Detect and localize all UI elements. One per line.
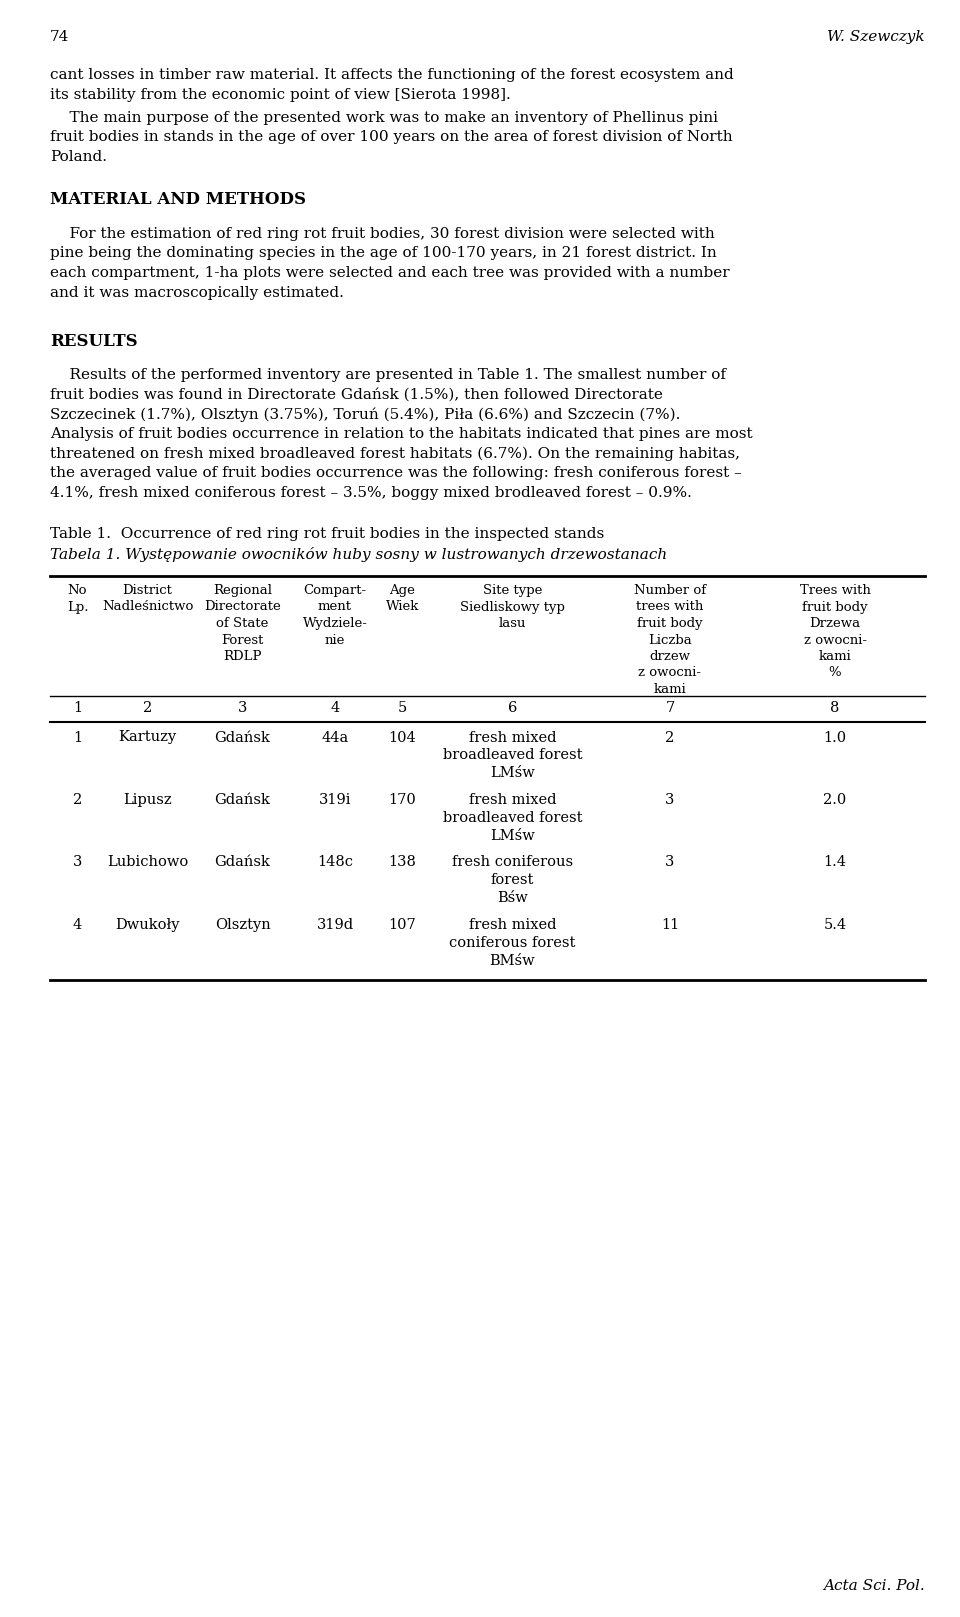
Text: and it was macroscopically estimated.: and it was macroscopically estimated. — [50, 286, 344, 299]
Text: fresh mixed
broadleaved forest
LMśw: fresh mixed broadleaved forest LMśw — [443, 731, 583, 779]
Text: Gdańsk: Gdańsk — [215, 731, 271, 744]
Text: Age
Wiek: Age Wiek — [386, 584, 420, 613]
Text: 7: 7 — [665, 702, 675, 715]
Text: 5.4: 5.4 — [824, 918, 847, 931]
Text: Site type
Siedliskowy typ
lasu: Site type Siedliskowy typ lasu — [460, 584, 564, 631]
Text: 1.0: 1.0 — [824, 731, 847, 744]
Text: Lubichowo: Lubichowo — [107, 855, 188, 870]
Text: Dwukoły: Dwukoły — [115, 918, 180, 931]
Text: 3: 3 — [665, 855, 675, 870]
Text: 319i: 319i — [319, 792, 351, 807]
Text: 3: 3 — [665, 792, 675, 807]
Text: 6: 6 — [508, 702, 517, 715]
Text: its stability from the economic point of view [Sierota 1998].: its stability from the economic point of… — [50, 87, 511, 102]
Text: RESULTS: RESULTS — [50, 333, 137, 349]
Text: 2: 2 — [73, 792, 83, 807]
Text: the averaged value of fruit bodies occurrence was the following: fresh coniferou: the averaged value of fruit bodies occur… — [50, 466, 742, 480]
Text: District
Nadleśnictwo: District Nadleśnictwo — [102, 584, 193, 613]
Text: Compart-
ment
Wydziele-
nie: Compart- ment Wydziele- nie — [302, 584, 368, 647]
Text: 5: 5 — [397, 702, 407, 715]
Text: Kartuzy: Kartuzy — [118, 731, 177, 744]
Text: 8: 8 — [830, 702, 840, 715]
Text: 4: 4 — [330, 702, 340, 715]
Text: 107: 107 — [389, 918, 417, 931]
Text: 2: 2 — [143, 702, 152, 715]
Text: 1.4: 1.4 — [824, 855, 847, 870]
Text: fresh mixed
coniferous forest
BMśw: fresh mixed coniferous forest BMśw — [449, 918, 576, 967]
Text: 2: 2 — [665, 731, 675, 744]
Text: W. Szewczyk: W. Szewczyk — [828, 31, 925, 44]
Text: Table 1.  Occurrence of red ring rot fruit bodies in the inspected stands: Table 1. Occurrence of red ring rot frui… — [50, 527, 604, 542]
Text: each compartment, 1-ha plots were selected and each tree was provided with a num: each compartment, 1-ha plots were select… — [50, 267, 730, 280]
Text: fruit bodies in stands in the age of over 100 years on the area of forest divisi: fruit bodies in stands in the age of ove… — [50, 131, 732, 144]
Text: fresh mixed
broadleaved forest
LMśw: fresh mixed broadleaved forest LMśw — [443, 792, 583, 842]
Text: fresh coniferous
forest
Bśw: fresh coniferous forest Bśw — [452, 855, 573, 906]
Text: 74: 74 — [50, 31, 69, 44]
Text: 4: 4 — [73, 918, 83, 931]
Text: Analysis of fruit bodies occurrence in relation to the habitats indicated that p: Analysis of fruit bodies occurrence in r… — [50, 427, 753, 441]
Text: 4.1%, fresh mixed coniferous forest – 3.5%, boggy mixed brodleaved forest – 0.9%: 4.1%, fresh mixed coniferous forest – 3.… — [50, 485, 692, 500]
Text: Results of the performed inventory are presented in Table 1. The smallest number: Results of the performed inventory are p… — [50, 369, 726, 383]
Text: pine being the dominating species in the age of 100-170 years, in 21 forest dist: pine being the dominating species in the… — [50, 246, 717, 260]
Text: Olsztyn: Olsztyn — [215, 918, 271, 931]
Text: 170: 170 — [389, 792, 417, 807]
Text: Gdańsk: Gdańsk — [215, 792, 271, 807]
Text: The main purpose of the presented work was to make an inventory of Phellinus pin: The main purpose of the presented work w… — [50, 112, 718, 125]
Text: cant losses in timber raw material. It affects the functioning of the forest eco: cant losses in timber raw material. It a… — [50, 68, 733, 82]
Text: Number of
trees with
fruit body
Liczba
drzew
z owocni-
kami: Number of trees with fruit body Liczba d… — [634, 584, 706, 695]
Text: Acta Sci. Pol.: Acta Sci. Pol. — [824, 1578, 925, 1593]
Text: 2.0: 2.0 — [824, 792, 847, 807]
Text: Lipusz: Lipusz — [123, 792, 172, 807]
Text: Regional
Directorate
of State
Forest
RDLP: Regional Directorate of State Forest RDL… — [204, 584, 281, 663]
Text: 1: 1 — [73, 731, 82, 744]
Text: Szczecinek (1.7%), Olsztyn (3.75%), Toruń (5.4%), Piła (6.6%) and Szczecin (7%).: Szczecinek (1.7%), Olsztyn (3.75%), Toru… — [50, 407, 681, 422]
Text: 1: 1 — [73, 702, 82, 715]
Text: MATERIAL AND METHODS: MATERIAL AND METHODS — [50, 191, 306, 209]
Text: For the estimation of red ring rot fruit bodies, 30 forest division were selecte: For the estimation of red ring rot fruit… — [50, 226, 715, 241]
Text: 104: 104 — [389, 731, 417, 744]
Text: Trees with
fruit body
Drzewa
z owocni-
kami
%: Trees with fruit body Drzewa z owocni- k… — [800, 584, 871, 679]
Text: 138: 138 — [389, 855, 417, 870]
Text: 148c: 148c — [317, 855, 353, 870]
Text: No
Lp.: No Lp. — [67, 584, 88, 613]
Text: Poland.: Poland. — [50, 150, 107, 163]
Text: 319d: 319d — [317, 918, 353, 931]
Text: Gdańsk: Gdańsk — [215, 855, 271, 870]
Text: fruit bodies was found in Directorate Gdańsk (1.5%), then followed Directorate: fruit bodies was found in Directorate Gd… — [50, 388, 662, 403]
Text: 11: 11 — [660, 918, 679, 931]
Text: 3: 3 — [238, 702, 247, 715]
Text: Tabela 1. Występowanie owocników huby sosny w lustrowanych drzewostanach: Tabela 1. Występowanie owocników huby so… — [50, 547, 667, 561]
Text: threatened on fresh mixed broadleaved forest habitats (6.7%). On the remaining h: threatened on fresh mixed broadleaved fo… — [50, 446, 740, 461]
Text: 44a: 44a — [322, 731, 348, 744]
Text: 3: 3 — [73, 855, 83, 870]
